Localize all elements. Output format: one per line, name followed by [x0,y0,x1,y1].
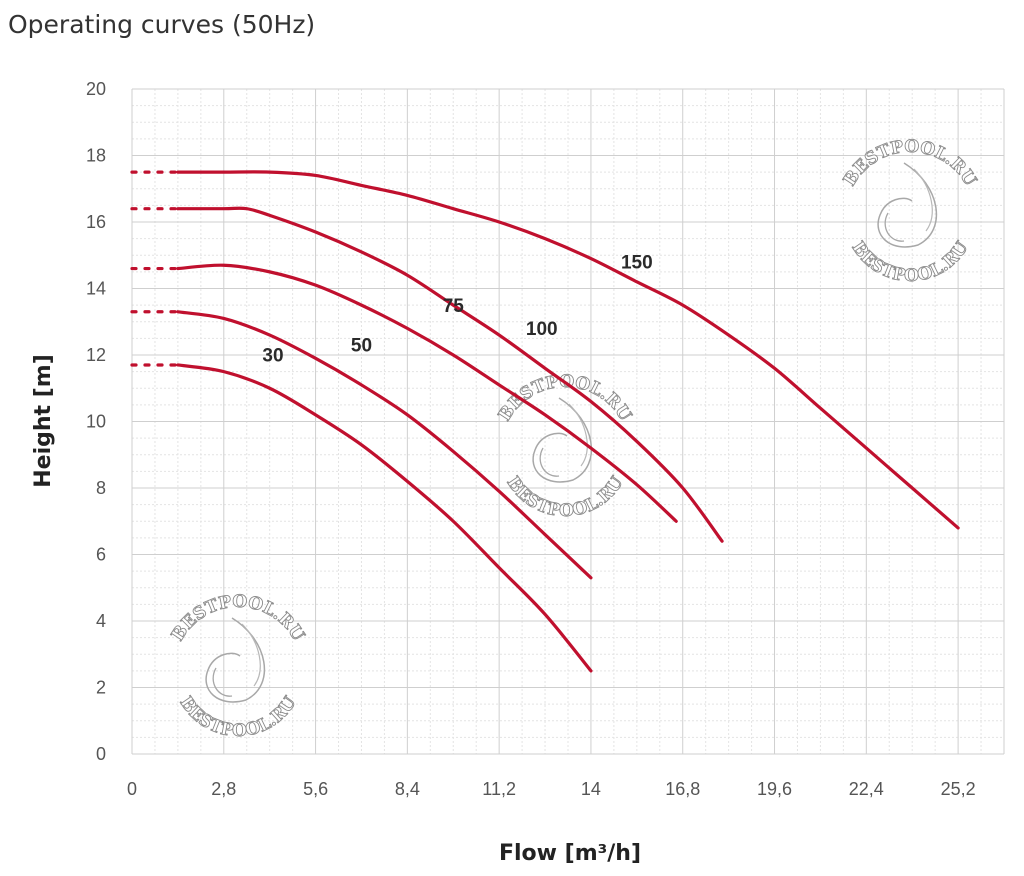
x-tick-label: 8,4 [395,779,420,799]
x-tick-label: 25,2 [941,779,976,799]
x-axis-title: Flow [m³/h] [499,841,641,866]
watermark-swirl-icon [884,212,905,242]
watermark-text: BESTPOOL.RU [168,592,308,645]
watermark-logo: BESTPOOL.RU BESTPOOL.RU [167,591,308,741]
y-tick-label: 8 [96,478,106,498]
y-tick-label: 2 [96,678,106,698]
y-tick-label: 12 [86,345,106,365]
curve-label-50: 50 [351,336,372,357]
y-tick-label: 10 [86,412,106,432]
y-tick-label: 14 [86,279,106,299]
curve-label-100: 100 [526,319,558,340]
watermark-swirl-icon [539,447,560,477]
x-tick-label: 14 [581,779,601,799]
watermark-drop-icon [877,162,938,248]
x-axis-ticks: 0 2,8 5,6 8,4 11,2 14 16,8 19,6 22,4 25,2 [127,779,976,799]
y-tick-label: 4 [96,611,106,631]
y-tick-label: 20 [86,79,106,99]
x-tick-label: 11,2 [482,779,516,799]
y-axis-ticks: 0 2 4 6 8 10 12 14 16 18 20 [86,79,106,764]
curve-label-150: 150 [621,253,653,274]
y-tick-label: 6 [96,545,106,565]
watermark-swirl-icon [212,667,233,697]
y-tick-label: 0 [96,744,106,764]
x-tick-label: 16,8 [665,779,700,799]
watermark-text: BESTPOOL.RU [495,372,635,425]
x-tick-label: 19,6 [757,779,792,799]
x-tick-label: 22,4 [849,779,884,799]
curve-150 [176,170,960,530]
y-tick-label: 16 [86,212,106,232]
watermark-drop-icon [532,397,593,483]
watermark-swirl-icon [241,623,261,687]
curve-label-75: 75 [443,296,465,317]
watermark-swirl-icon [568,403,588,467]
curve-30 [176,363,593,673]
watermark-text: BESTPOOL.RU [176,693,301,741]
curve-75 [176,263,678,523]
watermark-text: BESTPOOL.RU [840,137,980,190]
x-tick-label: 5,6 [303,779,328,799]
watermark-drop-icon [205,617,266,703]
x-tick-label: 2,8 [211,779,236,799]
curve-labels: 30 50 75 100 150 [262,253,652,367]
y-tick-label: 18 [86,146,106,166]
curve-label-30: 30 [262,346,283,367]
curve-50 [176,310,593,580]
curve-series [130,170,960,673]
watermark-swirl-icon [913,168,933,232]
y-axis-title: Height [m] [31,354,56,488]
curve-100 [176,206,724,543]
page-title: Operating curves (50Hz) [8,10,316,39]
major-gridlines [131,88,1005,755]
x-tick-label: 0 [127,779,137,799]
